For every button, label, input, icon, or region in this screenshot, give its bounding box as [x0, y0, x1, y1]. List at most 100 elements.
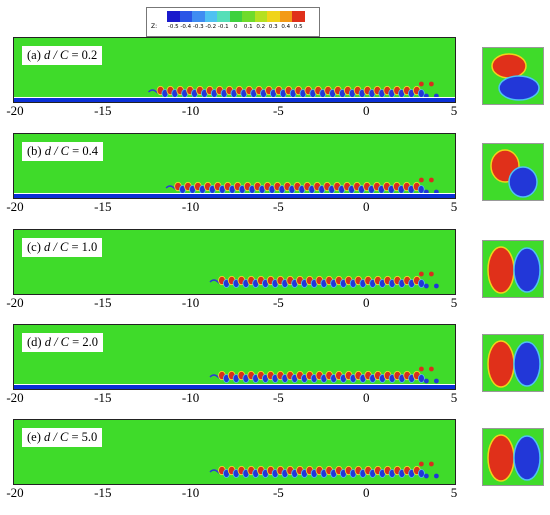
- colorbar-ticks: -0.5 -0.4 -0.3 -0.2 -0.1 0 0.1 0.2 0.3 0.4 0.5: [167, 24, 305, 30]
- negative-vortex-core: [498, 75, 540, 101]
- panel-e: (e) d / C = 5.0: [13, 419, 456, 485]
- vortex-wake: [209, 271, 439, 289]
- colorbar-swatches: [167, 11, 305, 22]
- ratio-symbol: d / C: [44, 335, 70, 349]
- colorbar-tick-label: 0.5: [293, 24, 303, 30]
- tip-vortex: [418, 366, 424, 372]
- x-tick-label: -20: [6, 390, 24, 405]
- panel-letter: (c): [27, 240, 44, 254]
- x-tick-label: -10: [181, 295, 200, 310]
- tip-vortex: [428, 461, 434, 467]
- colorbar-tick-label: 0.3: [268, 24, 278, 30]
- tip-vortex: [428, 271, 434, 277]
- vortex-wake: [165, 177, 439, 195]
- positive-vortex-core: [491, 53, 527, 79]
- colorbar-swatch: [179, 11, 192, 22]
- x-tick-label: 0: [362, 103, 370, 118]
- panel-letter: (a): [27, 48, 44, 62]
- panel-c: (c) d / C = 1.0: [13, 229, 456, 295]
- x-tick-label: 0: [362, 199, 370, 214]
- x-tick-label: -5: [272, 485, 284, 500]
- ratio-value: = 2.0: [69, 335, 98, 349]
- tip-vortex: [418, 271, 424, 277]
- ratio-symbol: d / C: [44, 430, 69, 444]
- x-tick-label: 5: [450, 295, 458, 310]
- positive-vortex-core: [487, 434, 515, 482]
- panel-label: (d) d / C = 2.0: [22, 333, 103, 352]
- zoom-inset-e: [482, 428, 544, 486]
- x-tick-label: 5: [450, 485, 458, 500]
- panel-letter: (d): [27, 335, 45, 349]
- colorbar-tick-label: 0.4: [281, 24, 291, 30]
- x-tick-label: -20: [6, 485, 24, 500]
- vortex-pair-closeup: [487, 246, 541, 294]
- ratio-symbol: d / C: [44, 48, 69, 62]
- colorbar-swatch: [192, 11, 205, 22]
- tip-vortex: [433, 283, 439, 289]
- x-axis-ticks: -20 -15 -10 -5 0 5: [6, 103, 458, 120]
- x-tick-label: -15: [94, 103, 112, 118]
- colorbar-tick-label: -0.3: [192, 24, 204, 30]
- colorbar-swatch: [217, 11, 230, 22]
- negative-vortex-core: [508, 166, 538, 198]
- colorbar-swatch: [229, 11, 242, 22]
- ratio-symbol: d / C: [44, 240, 69, 254]
- panel-letter: (b): [27, 144, 45, 158]
- colorbar-tick-label: -0.1: [217, 24, 229, 30]
- x-tick-label: 0: [362, 390, 370, 405]
- colorbar-tick-label: -0.2: [205, 24, 217, 30]
- positive-vortex-core: [487, 246, 515, 294]
- x-tick-label: -15: [94, 485, 112, 500]
- x-tick-label: -20: [6, 295, 24, 310]
- ground-wall: [14, 97, 455, 102]
- x-tick-label: 5: [450, 390, 458, 405]
- x-axis-ticks: -20 -15 -10 -5 0 5: [6, 199, 458, 216]
- tip-vortex: [418, 177, 424, 183]
- panel-a: (a) d / C = 0.2: [13, 37, 456, 103]
- negative-vortex: [418, 279, 425, 288]
- tip-vortex: [418, 81, 424, 87]
- colorbar-swatch: [267, 11, 280, 22]
- x-axis-ticks: -20 -15 -10 -5 0 5: [6, 485, 458, 502]
- zoom-inset-c: [482, 240, 544, 298]
- ratio-value: = 0.4: [69, 144, 98, 158]
- negative-vortex: [418, 374, 425, 383]
- vortex-pair-closeup: [487, 340, 541, 388]
- tip-vortex: [433, 473, 439, 479]
- positive-vortex-core: [487, 340, 515, 388]
- panel-d: (d) d / C = 2.0: [13, 324, 456, 390]
- panel-label: (a) d / C = 0.2: [22, 46, 103, 65]
- tip-vortex: [433, 378, 439, 384]
- zoom-inset-a: [482, 47, 544, 105]
- vortex-wake: [209, 461, 439, 479]
- panel-label: (c) d / C = 1.0: [22, 238, 103, 257]
- tip-vortex: [428, 177, 434, 183]
- panel-label: (e) d / C = 5.0: [22, 428, 103, 447]
- negative-vortex-core: [513, 341, 541, 387]
- x-tick-label: -20: [6, 103, 24, 118]
- tip-vortex: [423, 378, 429, 384]
- colorbar-swatch: [167, 11, 180, 22]
- ratio-symbol: d / C: [44, 144, 70, 158]
- x-tick-label: -5: [272, 103, 284, 118]
- x-tick-label: 0: [362, 295, 370, 310]
- x-tick-label: -20: [6, 199, 24, 214]
- x-tick-label: -5: [272, 295, 284, 310]
- negative-vortex: [418, 469, 425, 478]
- zoom-inset-d: [482, 334, 544, 392]
- panel-label: (b) d / C = 0.4: [22, 142, 103, 161]
- ratio-value: = 0.2: [68, 48, 98, 62]
- negative-vortex-core: [513, 435, 541, 481]
- colorbar-tick-label: 0.1: [243, 24, 253, 30]
- x-tick-label: -15: [94, 295, 112, 310]
- vortex-pair-closeup: [491, 53, 540, 101]
- colorbar-swatch: [242, 11, 255, 22]
- x-tick-label: 5: [450, 103, 458, 118]
- x-axis-ticks: -20 -15 -10 -5 0 5: [6, 295, 458, 312]
- x-tick-label: 5: [450, 199, 458, 214]
- colorbar-swatch: [254, 11, 267, 22]
- ratio-value: = 1.0: [68, 240, 98, 254]
- x-tick-label: -10: [181, 390, 200, 405]
- colorbar-tick-label: -0.5: [167, 24, 179, 30]
